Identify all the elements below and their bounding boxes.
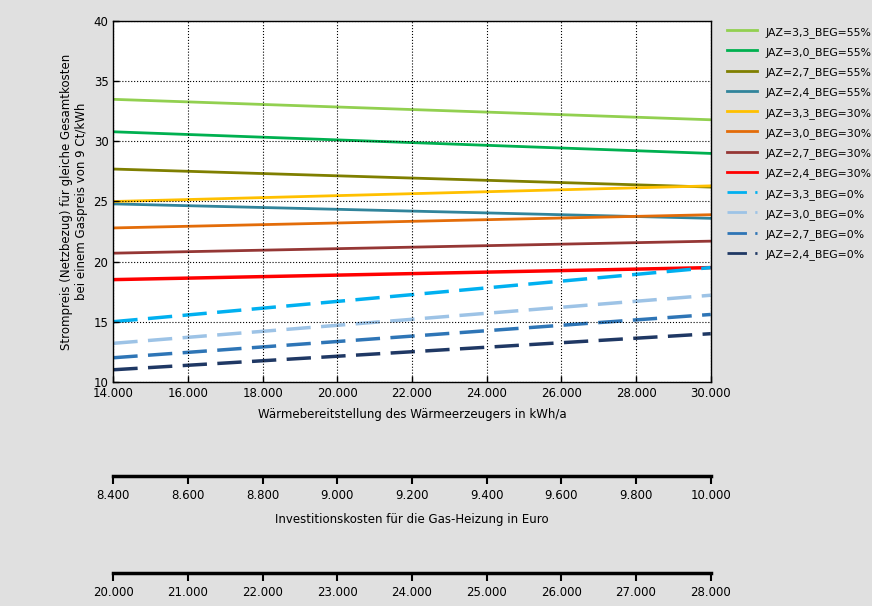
Legend: JAZ=3,3_BEG=55%, JAZ=3,0_BEG=55%, JAZ=2,7_BEG=55%, JAZ=2,4_BEG=55%, JAZ=3,3_BEG=: JAZ=3,3_BEG=55%, JAZ=3,0_BEG=55%, JAZ=2,… [723, 21, 872, 265]
X-axis label: Wärmebereitstellung des Wärmeerzeugers in kWh/a: Wärmebereitstellung des Wärmeerzeugers i… [258, 408, 566, 421]
X-axis label: Investitionskosten für die Gas-Heizung in Euro: Investitionskosten für die Gas-Heizung i… [276, 513, 548, 526]
Y-axis label: Strompreis (Netzbezug) für gleiche Gesamtkosten
bei einem Gaspreis von 9 Ct/kWh: Strompreis (Netzbezug) für gleiche Gesam… [60, 53, 88, 350]
